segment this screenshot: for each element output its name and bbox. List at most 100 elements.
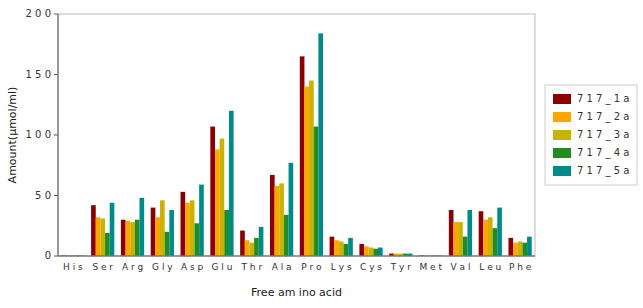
bar <box>463 237 468 256</box>
x-tick-label: M e t <box>419 262 442 272</box>
y-tick-label: 1 0 0 <box>26 129 51 140</box>
bar <box>135 220 140 256</box>
bar <box>96 217 101 256</box>
bar <box>220 139 225 256</box>
y-axis <box>58 14 59 256</box>
legend-swatch <box>553 148 571 158</box>
x-tick-label: T y r <box>390 262 412 272</box>
legend-label: 7 1 7 _ 3 a <box>577 129 629 141</box>
bar <box>479 211 484 256</box>
y-tick <box>54 135 58 136</box>
bar <box>284 215 289 256</box>
bar <box>373 249 378 256</box>
bar <box>130 222 135 256</box>
bars <box>61 33 531 256</box>
bar <box>488 217 493 256</box>
bar <box>275 186 280 256</box>
bar <box>344 244 349 256</box>
y-tick-label: 2 0 0 <box>26 8 51 19</box>
x-tick-label: A s p <box>181 262 204 272</box>
legend-swatch <box>553 112 571 122</box>
bar <box>513 243 518 256</box>
bar <box>309 81 314 256</box>
legend-swatch <box>553 166 571 176</box>
x-tick-label: A l a <box>272 262 292 272</box>
y-tick <box>54 256 58 257</box>
y-tick <box>54 14 58 15</box>
bar <box>348 238 353 256</box>
y-tick <box>54 195 58 196</box>
bar <box>527 237 532 256</box>
bar <box>199 185 204 256</box>
x-tick-label: G l y <box>152 262 173 272</box>
bar <box>194 223 199 256</box>
bar <box>330 237 335 256</box>
plot-frame <box>58 14 535 256</box>
bar <box>259 227 264 256</box>
bar <box>110 203 115 256</box>
bar <box>279 183 284 256</box>
x-tick-label: V a l <box>451 262 471 272</box>
bar <box>289 163 294 256</box>
bar <box>249 243 254 256</box>
legend-swatch <box>553 130 571 140</box>
x-axis <box>58 256 535 257</box>
y-tick <box>54 74 58 75</box>
bar <box>518 241 523 256</box>
bar <box>467 210 472 256</box>
bar <box>483 220 488 256</box>
bar <box>364 246 369 256</box>
bar <box>493 228 498 256</box>
bar <box>100 218 105 256</box>
bar <box>254 238 259 256</box>
bar <box>155 217 160 256</box>
bar <box>160 200 165 256</box>
legend-label: 7 1 7 _ 5 a <box>577 165 629 177</box>
x-tick-label: H i s <box>63 262 83 272</box>
bar <box>210 127 215 256</box>
x-tick-label: P h e <box>509 262 532 272</box>
bar <box>339 241 344 256</box>
bar <box>334 240 339 256</box>
bar <box>314 127 319 256</box>
bar <box>185 203 190 256</box>
bar <box>300 56 305 256</box>
x-tick-label: S e r <box>92 262 113 272</box>
x-tick-label: C y s <box>360 262 382 272</box>
bar <box>140 198 145 256</box>
legend-box <box>545 85 637 185</box>
bar <box>497 208 502 256</box>
bar <box>126 221 131 256</box>
bar <box>369 248 374 256</box>
bar <box>240 231 245 256</box>
bar <box>245 240 250 256</box>
bar <box>224 210 229 256</box>
bar <box>151 208 156 256</box>
bar <box>318 33 323 256</box>
bar <box>91 205 96 256</box>
bar <box>181 192 186 256</box>
legend-swatch <box>553 94 571 104</box>
bar <box>458 222 463 256</box>
bar <box>304 87 309 256</box>
bar <box>165 232 170 256</box>
bar <box>378 248 383 256</box>
x-tick-label: L e u <box>479 262 501 272</box>
bar <box>190 200 195 256</box>
legend-label: 7 1 7 _ 2 a <box>577 111 629 123</box>
bar <box>270 175 275 256</box>
x-tick-label: L y s <box>331 262 352 272</box>
bar <box>359 244 364 256</box>
x-tick-label: T h r <box>240 262 262 272</box>
bar <box>105 233 110 256</box>
x-axis-label: Free am ino acid <box>251 286 342 299</box>
y-tick-label: 1 5 0 <box>26 69 51 80</box>
bar <box>121 220 126 256</box>
bar <box>449 210 454 256</box>
y-axis-label: Amount(μmol/ml) <box>6 87 19 184</box>
bar <box>508 238 513 256</box>
chart: 05 01 0 01 5 02 0 0H i sS e rA r gG l yA… <box>0 0 643 308</box>
y-tick-label: 5 0 <box>35 190 51 201</box>
x-tick-label: G l u <box>212 262 233 272</box>
legend-label: 7 1 7 _ 4 a <box>577 147 629 159</box>
